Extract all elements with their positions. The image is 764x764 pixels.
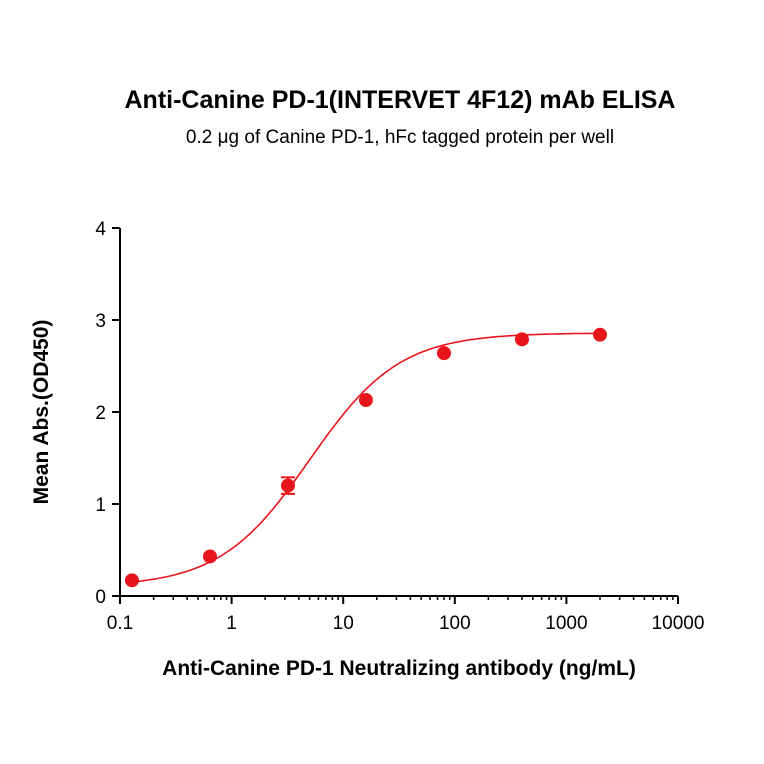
data-point [436, 346, 451, 361]
data-point [358, 393, 373, 408]
data-point [202, 549, 217, 564]
x-tick-label: 1000 [545, 613, 587, 634]
x-tick-label: 10000 [652, 613, 705, 634]
data-point [592, 327, 607, 342]
x-tick-label: 0.1 [107, 613, 133, 634]
x-tick-label: 1 [226, 613, 237, 634]
y-tick-label: 2 [95, 403, 106, 424]
y-axis-label: Mean Abs.(OD450) [30, 320, 53, 505]
data-point [514, 332, 529, 347]
x-tick-label: 10 [333, 613, 354, 634]
x-axis-label: Anti-Canine PD-1 Neutralizing antibody (… [162, 657, 636, 680]
x-tick-label: 100 [439, 613, 471, 634]
chart-subtitle: 0.2 μg of Canine PD-1, hFc tagged protei… [185, 127, 615, 148]
data-point [124, 573, 139, 588]
y-tick-label: 0 [95, 587, 106, 608]
y-tick-label: 4 [95, 219, 106, 240]
y-tick-label: 3 [95, 311, 106, 332]
y-tick-label: 1 [95, 495, 106, 516]
chart-title: Anti-Canine PD-1(INTERVET 4F12) mAb ELIS… [124, 86, 676, 114]
fit-curve [131, 332, 600, 583]
data-point [280, 478, 295, 493]
